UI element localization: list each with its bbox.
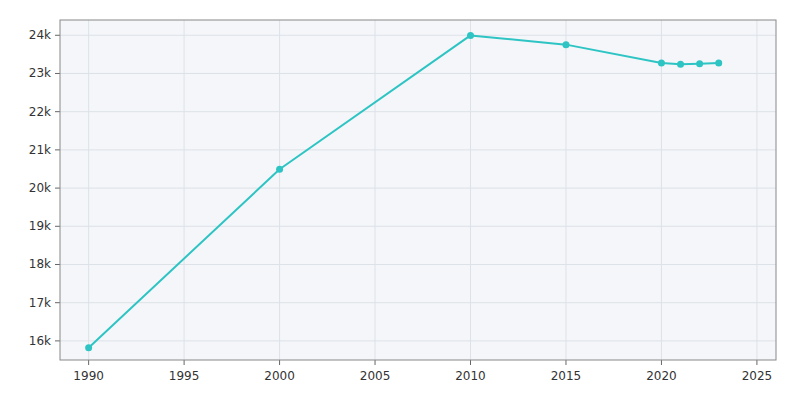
y-tick-label: 18k [29,257,51,271]
y-tick-label: 17k [29,296,51,310]
axes: 1990 1995 2000 2005 2010 2015 2020 2025 16k 17k 18… [29,20,776,383]
y-tick [55,111,60,112]
x-grid-line [470,20,471,360]
x-tick-label: 1990 [73,369,104,383]
y-tick [55,302,60,303]
y-tick [55,264,60,265]
x-tick-label: 2010 [455,369,486,383]
point [715,59,722,66]
chart-container: 1990 1995 2000 2005 2010 2015 2020 2025 16k 17k 18… [0,0,800,400]
y-tick-label: 16k [29,334,51,348]
x-tick [470,360,471,365]
x-tick-label: 2015 [551,369,582,383]
point [276,166,283,173]
point [562,41,569,48]
line [89,35,719,347]
y-tick-label: 22k [29,105,51,119]
x-tick [661,360,662,365]
x-grid-line [88,20,89,360]
point [85,344,92,351]
x-tick [756,360,757,365]
series [85,32,722,351]
x-tick-label: 2020 [646,369,677,383]
y-tick [55,73,60,74]
y-tick-label: 19k [29,219,51,233]
y-tick [55,340,60,341]
x-grid-line [375,20,376,360]
x-tick [88,360,89,365]
x-tick-label: 2005 [360,369,391,383]
y-grid-line [60,188,776,189]
x-grid-line [279,20,280,360]
chart: 1990 1995 2000 2005 2010 2015 2020 2025 16k 17k 18… [0,0,800,400]
x-tick-label: 2025 [742,369,773,383]
x-grid-line [756,20,757,360]
point [658,59,665,66]
y-grid-line [60,149,776,150]
x-tick-label: 2000 [264,369,295,383]
x-tick [279,360,280,365]
y-tick-label: 21k [29,143,51,157]
x-grid-line [184,20,185,360]
y-grid-line [60,340,776,341]
y-tick-label: 23k [29,66,51,80]
y-tick [55,188,60,189]
y-grid-line [60,35,776,36]
point [467,32,474,39]
y-grid-line [60,302,776,303]
x-tick [375,360,376,365]
plot-frame [60,20,776,360]
y-grid-line [60,111,776,112]
grid [60,20,776,360]
y-tick-label: 24k [29,28,51,42]
x-tick-label: 1995 [169,369,200,383]
y-grid-line [60,226,776,227]
y-tick [55,226,60,227]
y-tick [55,35,60,36]
point [677,61,684,68]
x-grid-line [565,20,566,360]
plot-area [60,20,776,360]
y-grid-line [60,264,776,265]
x-tick [565,360,566,365]
x-grid-line [661,20,662,360]
x-tick [184,360,185,365]
point [696,60,703,67]
y-tick [55,149,60,150]
y-tick-label: 20k [29,181,51,195]
